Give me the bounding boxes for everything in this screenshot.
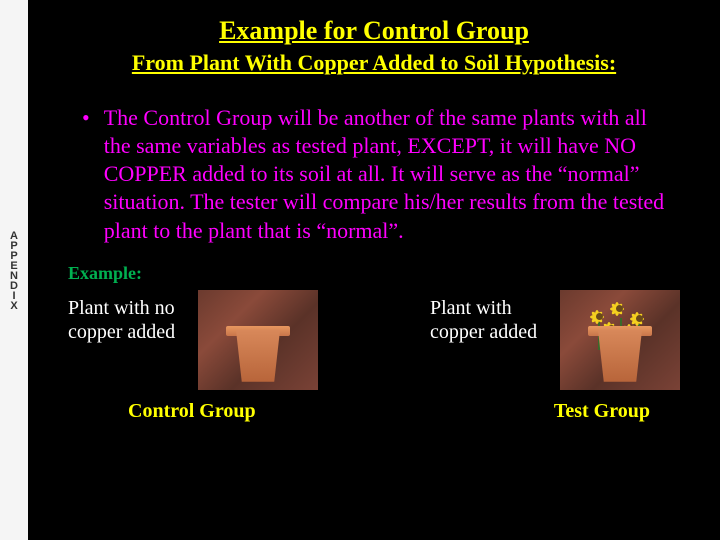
group-labels-row: Control Group Test Group (58, 400, 690, 423)
example-label: Example: (68, 263, 690, 284)
right-plant-caption: Plant with copper added (430, 296, 550, 344)
pot-icon (229, 330, 287, 382)
test-group-label: Test Group (554, 400, 650, 423)
pot-icon (591, 330, 649, 382)
bullet-text: The Control Group will be another of the… (104, 104, 670, 245)
appendix-sidebar: APPENDIX (0, 0, 28, 540)
bullet-marker: • (82, 104, 90, 245)
left-plant-caption: Plant with no copper added (68, 296, 188, 344)
plants-row: Plant with no copper added Plant with co… (58, 290, 690, 390)
left-plant-block: Plant with no copper added (68, 290, 318, 390)
left-plant-image (198, 290, 318, 390)
right-plant-image (560, 290, 680, 390)
slide-title: Example for Control Group (58, 16, 690, 46)
slide-subtitle: From Plant With Copper Added to Soil Hyp… (58, 50, 690, 76)
right-plant-block: Plant with copper added (430, 290, 680, 390)
flower-icon (608, 298, 630, 320)
slide-content: Example for Control Group From Plant Wit… (28, 0, 720, 540)
sidebar-label: APPENDIX (8, 230, 20, 310)
control-group-label: Control Group (128, 400, 256, 423)
bullet-row: • The Control Group will be another of t… (58, 104, 690, 245)
